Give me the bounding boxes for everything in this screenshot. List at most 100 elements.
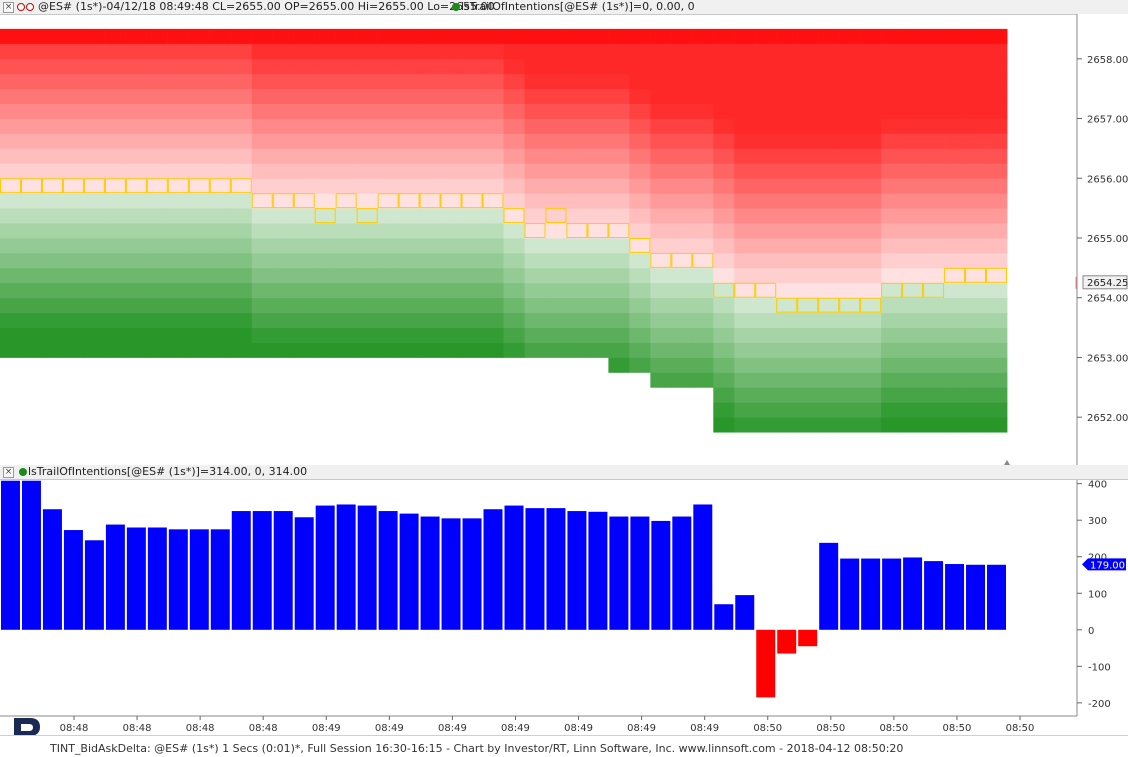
heatmap-cell [41,208,64,224]
heatmap-cell [692,297,714,314]
trail-marker [650,252,672,268]
delta-bar [126,527,146,630]
heatmap-cell [965,238,987,254]
heatmap-cell [230,223,253,239]
heatmap-cell [398,148,420,164]
heatmap-cell [839,327,861,343]
close-pane-icon[interactable]: × [3,2,14,13]
heatmap-cell [629,43,651,60]
heatmap-cell [272,178,295,194]
heatmap-cell [755,342,777,358]
heatmap-cell [755,148,777,164]
trail-marker [755,282,777,298]
heatmap-cell [524,148,546,164]
heatmap-cell [545,73,567,90]
heatmap-cell [860,238,882,254]
heatmap-cell [461,312,483,328]
heatmap-cell [629,163,651,179]
delta-bar [861,558,881,630]
heatmap-cell [272,252,295,269]
heatmap-cell [818,28,840,44]
heatmap-cell [629,28,651,44]
heatmap-cell [650,178,672,194]
heatmap-cell [146,28,169,44]
heatmap-cell [251,118,274,134]
heatmap-cell [482,327,504,343]
heatmap-cell [272,342,295,358]
heatmap-cell [860,73,882,90]
heatmap-cell [587,73,609,90]
trail-marker [923,282,945,298]
heatmap-cell [41,148,64,164]
heatmap-cell [965,28,987,44]
heatmap-cell [965,252,987,269]
heatmap-cell [776,417,798,433]
heatmap-cell [965,58,987,75]
heatmap-cell [62,118,85,134]
heatmap-cell [818,327,840,343]
heatmap-cell [293,178,316,194]
heatmap-cell [797,327,819,343]
heatmap-cell [860,342,882,358]
heatmap-cell [545,312,567,328]
heatmap-cell [797,193,819,209]
heatmap-cell [356,58,379,75]
heatmap-cell [797,267,819,284]
heatmap-cell [881,103,903,119]
delta-bar [420,516,440,630]
heatmap-cell [419,297,441,314]
heatmap-cell [944,327,966,343]
heatmap-cell [251,163,274,179]
heatmap-cell [692,118,714,134]
heatmap-cell [650,28,672,44]
heatmap-cell [797,163,819,179]
heatmap-cell [965,267,987,284]
heatmap-cell [41,252,64,269]
heatmap-cell [209,163,232,179]
heatmap-cell [293,28,316,44]
heatmap-cell [356,342,379,358]
heatmap-cell [986,238,1008,254]
heatmap-cell [692,357,714,373]
heatmap-cell [818,402,840,418]
delta-bar [504,505,524,630]
delta-bar [441,518,461,630]
heatmap-cell [671,148,693,164]
heatmap-cell [713,163,735,179]
heatmap-cell [650,118,672,134]
heatmap-cell [566,297,588,314]
heatmap-cell [965,178,987,194]
heatmap-cell [398,88,420,104]
heatmap-cell [209,43,232,60]
heatmap-cell [293,223,316,239]
heatmap-cell [503,312,525,328]
delta-bar [42,509,62,630]
heatmap-cell [650,148,672,164]
heatmap-cell [167,73,190,90]
heatmap-cell [125,73,148,90]
heatmap-cell [629,73,651,90]
heatmap-cell [986,312,1008,328]
heatmap-cell [671,252,693,269]
heatmap-cell [356,28,379,44]
close-pane-icon[interactable]: × [3,467,14,478]
heatmap-cell [776,163,798,179]
heatmap-cell [335,327,358,343]
heatmap-cell [755,417,777,433]
heatmap-cell [356,88,379,104]
heatmap-cell [986,342,1008,358]
heatmap-cell [335,133,358,149]
bid-ask-delta-chart[interactable]: 400 300 200 100 0 -100 -200 179.00 08:48 08:48 08:… [0,480,1128,735]
heatmap-cell [923,312,945,328]
heatmap-cell [923,357,945,373]
heatmap-cell [125,118,148,134]
delta-axis-label: -200 [1088,699,1111,710]
heatmap-cell [188,28,211,44]
heatmap-cell [650,282,672,299]
heatmap-cell [398,223,420,239]
heatmap-cell [713,43,735,60]
heatmap-cell [419,148,441,164]
heatmap-cell [335,163,358,179]
price-heatmap-chart[interactable]: 2658.00 2657.00 2656.00 2655.00 2654.00 2653.… [0,14,1128,466]
heatmap-cell [461,327,483,343]
